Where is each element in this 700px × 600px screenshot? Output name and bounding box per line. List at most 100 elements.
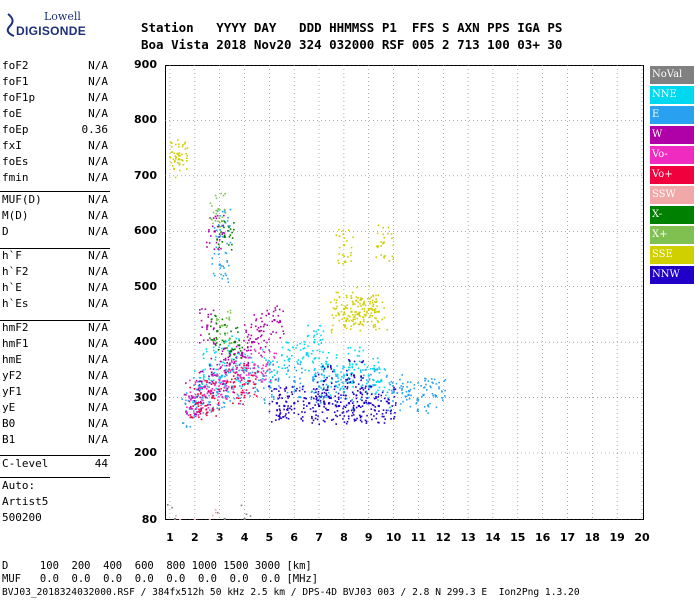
echo-dot bbox=[198, 401, 200, 404]
echo-dot bbox=[322, 397, 325, 400]
echo-dot bbox=[280, 417, 283, 420]
echo-dot bbox=[214, 356, 217, 358]
echo-dot bbox=[214, 384, 216, 387]
echo-dot bbox=[205, 383, 208, 386]
echo-dot bbox=[313, 378, 316, 381]
echo-dot bbox=[209, 365, 211, 368]
echo-dot bbox=[273, 369, 275, 371]
echo-dot bbox=[239, 381, 242, 384]
echo-dot bbox=[232, 366, 235, 369]
echo-dot bbox=[347, 315, 350, 317]
echo-dot bbox=[401, 389, 403, 391]
echo-dot bbox=[185, 160, 188, 162]
echo-dot bbox=[185, 152, 187, 155]
echo-dot bbox=[201, 381, 203, 384]
echo-dot bbox=[337, 380, 340, 383]
echo-dot bbox=[340, 394, 342, 397]
echo-dot bbox=[194, 381, 197, 384]
echo-dot bbox=[205, 348, 208, 350]
param-value: N/A bbox=[88, 107, 108, 120]
echo-dot bbox=[254, 378, 257, 380]
echo-dot bbox=[299, 396, 301, 398]
data-point bbox=[288, 357, 291, 360]
echo-dot bbox=[362, 318, 365, 321]
echo-dot bbox=[217, 402, 220, 404]
echo-dot bbox=[230, 368, 233, 371]
echo-dot bbox=[313, 397, 315, 400]
echo-dot bbox=[212, 309, 215, 312]
echo-dot bbox=[224, 373, 227, 376]
echo-dot bbox=[285, 413, 287, 415]
echo-dot bbox=[278, 405, 281, 407]
echo-dot bbox=[392, 400, 394, 402]
echo-dot bbox=[330, 396, 332, 399]
data-point bbox=[380, 379, 383, 383]
echo-dot bbox=[184, 382, 187, 384]
echo-dot bbox=[226, 261, 229, 263]
echo-dot bbox=[342, 230, 344, 232]
echo-dot bbox=[423, 406, 426, 408]
echo-dot bbox=[320, 373, 323, 375]
echo-dot bbox=[199, 376, 201, 379]
echo-dot bbox=[372, 379, 375, 382]
echo-dot bbox=[312, 388, 315, 390]
echo-dot bbox=[208, 394, 210, 397]
echo-dot bbox=[360, 379, 362, 382]
echo-dot bbox=[320, 363, 323, 365]
echo-dot bbox=[375, 381, 378, 383]
param-value: N/A bbox=[88, 171, 108, 184]
echo-dot bbox=[344, 261, 347, 263]
echo-dot bbox=[253, 341, 256, 344]
echo-dot bbox=[289, 407, 291, 410]
echo-dot bbox=[184, 148, 187, 150]
echo-dot bbox=[193, 410, 195, 412]
echo-dot bbox=[220, 366, 222, 368]
echo-dot bbox=[377, 321, 379, 323]
echo-dot bbox=[234, 372, 237, 374]
echo-dot bbox=[325, 407, 327, 410]
echo-dot bbox=[272, 315, 275, 317]
echo-dot bbox=[218, 385, 220, 388]
echo-dot bbox=[400, 403, 402, 405]
echo-dot bbox=[294, 381, 296, 384]
echo-dot bbox=[365, 314, 367, 316]
echo-dot bbox=[417, 408, 419, 411]
echo-dot bbox=[241, 346, 244, 349]
echo-dot bbox=[296, 361, 298, 363]
echo-dot bbox=[320, 387, 322, 389]
separator bbox=[0, 191, 110, 192]
echo-dot bbox=[234, 365, 237, 367]
echo-dot bbox=[235, 356, 237, 359]
echo-dot bbox=[384, 255, 387, 257]
echo-dot bbox=[181, 158, 183, 161]
echo-dot bbox=[210, 390, 213, 392]
echo-dot bbox=[301, 411, 303, 413]
echo-dot bbox=[247, 357, 250, 359]
echo-dot bbox=[346, 307, 349, 310]
echo-dot bbox=[429, 402, 431, 405]
echo-dot bbox=[336, 305, 338, 308]
echo-dot bbox=[342, 233, 345, 235]
echo-dot bbox=[307, 354, 309, 356]
auto-artist-text: Artist5 bbox=[2, 495, 49, 508]
echo-dot bbox=[240, 379, 243, 381]
x-tick-label: 15 bbox=[510, 531, 526, 544]
param-row: fmin N/A bbox=[0, 170, 110, 186]
echo-dot bbox=[371, 307, 373, 310]
echo-dot bbox=[356, 312, 359, 315]
echo-dot bbox=[236, 326, 239, 329]
echo-dot bbox=[199, 393, 202, 395]
echo-dot bbox=[226, 259, 228, 262]
echo-dot bbox=[205, 404, 208, 407]
param-name: foEs bbox=[2, 155, 29, 168]
echo-dot bbox=[217, 224, 220, 226]
echo-dot bbox=[312, 336, 315, 338]
echo-dot bbox=[224, 357, 227, 360]
echo-dot bbox=[352, 320, 354, 323]
echo-dot bbox=[262, 364, 265, 367]
params-group-1: foF2 N/A foF1 N/A foF1p N/A foE N/A foEp 0.36 fxI N… bbox=[0, 58, 110, 186]
echo-dot bbox=[201, 370, 204, 373]
echo-dot bbox=[423, 386, 425, 389]
echo-dot bbox=[268, 410, 271, 413]
echo-dot bbox=[240, 369, 243, 372]
